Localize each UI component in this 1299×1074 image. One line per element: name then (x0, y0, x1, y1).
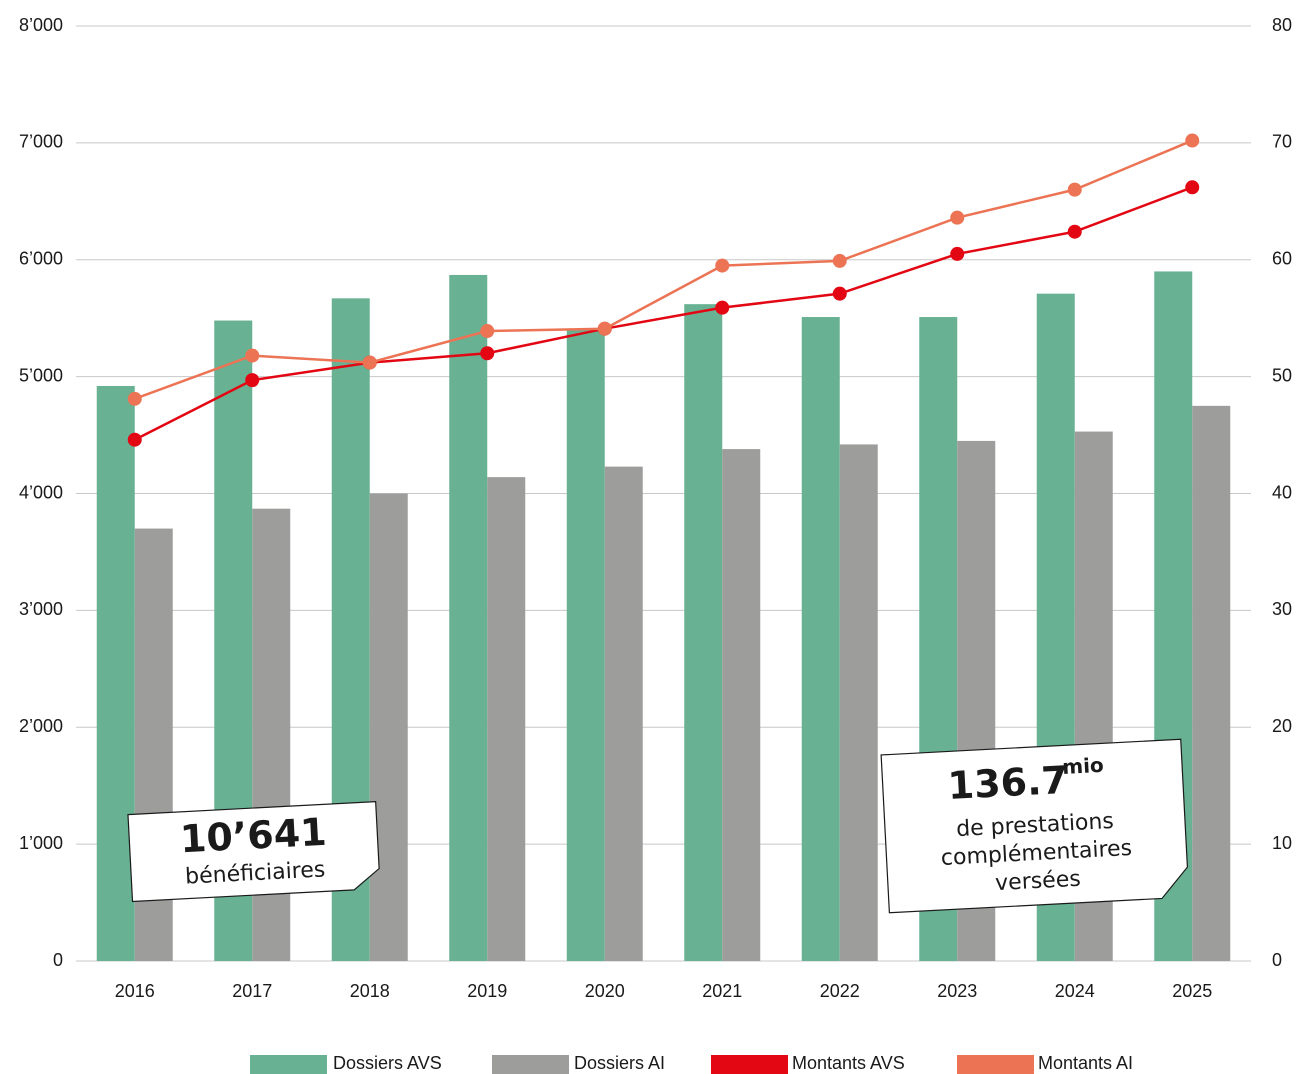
y-tick-label: 3’000 (19, 599, 63, 619)
legend-swatch (492, 1055, 569, 1074)
point (597, 321, 612, 336)
legend-label: Dossiers AI (574, 1053, 665, 1073)
line (134, 186, 1193, 441)
point (1185, 133, 1200, 148)
point (715, 258, 730, 273)
point (127, 432, 142, 447)
annotation-value: 10’641 (179, 810, 328, 862)
y2-tick-label: 20 (1272, 716, 1292, 736)
y2-tick-label: 70 (1272, 132, 1292, 152)
annotation-value: 136.7 (947, 758, 1069, 808)
x-tick-label: 2017 (232, 981, 272, 1001)
point (245, 373, 260, 388)
point (950, 246, 965, 261)
bar (96, 385, 135, 962)
point (1067, 182, 1082, 197)
legend-label: Montants AI (1038, 1053, 1133, 1073)
point (1067, 224, 1082, 239)
point (950, 210, 965, 225)
bar (369, 493, 408, 961)
x-tick-label: 2022 (820, 981, 860, 1001)
legend-label: Dossiers AVS (333, 1053, 442, 1073)
bar (684, 304, 723, 962)
y2-tick-label: 80 (1272, 15, 1292, 35)
annotation-unit: mio (1062, 753, 1105, 779)
point (715, 300, 730, 315)
x-tick-label: 2023 (937, 981, 977, 1001)
line (134, 139, 1193, 401)
legend-swatch (711, 1055, 788, 1074)
annotation-box (880, 738, 1189, 914)
bar (1192, 405, 1231, 961)
y-tick-label: 1’000 (19, 833, 63, 853)
x-tick-label: 2016 (115, 981, 155, 1001)
x-tick-label: 2018 (350, 981, 390, 1001)
legend-swatch (250, 1055, 327, 1074)
bar (722, 449, 761, 961)
x-tick-label: 2021 (702, 981, 742, 1001)
y2-tick-label: 40 (1272, 482, 1292, 502)
x-tick-label: 2019 (467, 981, 507, 1001)
y-tick-label: 6’000 (19, 249, 63, 269)
y-tick-label: 7’000 (19, 132, 63, 152)
point (832, 286, 847, 301)
bar (839, 444, 878, 962)
point (362, 355, 377, 370)
bar (604, 466, 643, 961)
annotation: 10’641 bénéficiaires (127, 800, 380, 903)
y2-tick-label: 60 (1272, 249, 1292, 269)
annotation-box (127, 800, 380, 903)
point (245, 348, 260, 363)
bar (801, 317, 840, 961)
point (1185, 180, 1200, 195)
y2-tick-label: 30 (1272, 599, 1292, 619)
y-tick-label: 4’000 (19, 482, 63, 502)
y-tick-label: 8’000 (19, 15, 63, 35)
y-tick-label: 5’000 (19, 365, 63, 385)
y2-tick-label: 50 (1272, 365, 1292, 385)
point (480, 346, 495, 361)
legend-label: Montants AVS (792, 1053, 905, 1073)
point (480, 324, 495, 339)
legend-swatch (957, 1055, 1034, 1074)
x-tick-label: 2025 (1172, 981, 1212, 1001)
annotation: 136.7 mio de prestations complémentaires… (880, 738, 1189, 914)
point (832, 253, 847, 268)
annotation-text: versées (995, 867, 1082, 896)
x-tick-label: 2024 (1055, 981, 1095, 1001)
y-tick-label: 2’000 (19, 716, 63, 736)
bar (566, 328, 605, 961)
point (127, 391, 142, 406)
y2-tick-label: 10 (1272, 833, 1292, 853)
y2-tick-label: 0 (1272, 950, 1282, 970)
x-tick-label: 2020 (585, 981, 625, 1001)
y-tick-label: 0 (53, 950, 63, 970)
bar (487, 477, 526, 961)
bar (449, 274, 488, 962)
